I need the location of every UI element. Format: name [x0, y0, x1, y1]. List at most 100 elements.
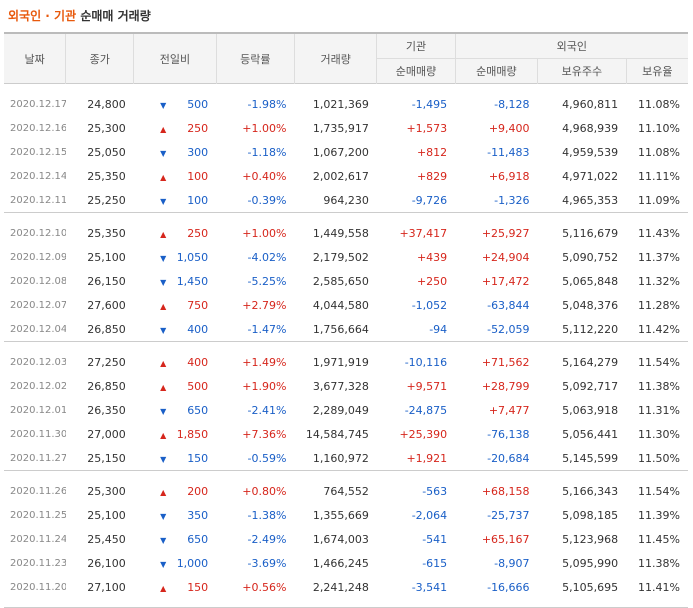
cell-date: 2020.11.24 — [4, 527, 66, 551]
cell-inst-net: +1,921 — [377, 446, 455, 471]
cell-foreign-net: -76,138 — [455, 422, 537, 446]
cell-holdings: 4,965,353 — [538, 188, 627, 213]
cell-holdings: 5,065,848 — [538, 269, 627, 293]
cell-date: 2020.12.14 — [4, 164, 66, 188]
cell-date: 2020.12.08 — [4, 269, 66, 293]
cell-holdings: 5,090,752 — [538, 245, 627, 269]
cell-date: 2020.12.02 — [4, 374, 66, 398]
triangle-down-icon: ▼ — [156, 278, 170, 287]
title-investor: 외국인 · 기관 — [8, 9, 76, 23]
group-spacer — [4, 599, 688, 608]
cell-volume: 964,230 — [294, 188, 376, 213]
change-value: 400 — [170, 323, 208, 336]
cell-date: 2020.12.01 — [4, 398, 66, 422]
header-institution: 기관 — [377, 33, 455, 59]
triangle-down-icon: ▼ — [156, 407, 170, 416]
cell-foreign-net: -11,483 — [455, 140, 537, 164]
change-value: 100 — [170, 194, 208, 207]
cell-ratio: 11.38% — [626, 374, 688, 398]
cell-inst-net: +829 — [377, 164, 455, 188]
cell-inst-net: +812 — [377, 140, 455, 164]
cell-inst-net: -563 — [377, 479, 455, 503]
cell-change: ▼500 — [134, 92, 216, 116]
cell-foreign-net: +65,167 — [455, 527, 537, 551]
cell-holdings: 5,063,918 — [538, 398, 627, 422]
change-value: 750 — [170, 299, 208, 312]
cell-volume: 764,552 — [294, 479, 376, 503]
cell-ratio: 11.11% — [626, 164, 688, 188]
triangle-up-icon: ▲ — [156, 488, 170, 497]
cell-holdings: 5,145,599 — [538, 446, 627, 471]
cell-inst-net: +250 — [377, 269, 455, 293]
triangle-down-icon: ▼ — [156, 101, 170, 110]
cell-holdings: 5,164,279 — [538, 350, 627, 374]
cell-close: 25,450 — [66, 527, 134, 551]
cell-foreign-net: +17,472 — [455, 269, 537, 293]
cell-volume: 2,585,650 — [294, 269, 376, 293]
change-value: 400 — [170, 356, 208, 369]
cell-ratio: 11.54% — [626, 350, 688, 374]
header-foreign-net: 순매매량 — [455, 59, 537, 84]
cell-close: 27,100 — [66, 575, 134, 599]
cell-date: 2020.11.27 — [4, 446, 66, 471]
cell-ratio: 11.45% — [626, 527, 688, 551]
cell-volume: 1,355,669 — [294, 503, 376, 527]
cell-ratio: 11.09% — [626, 188, 688, 213]
triangle-up-icon: ▲ — [156, 359, 170, 368]
cell-close: 25,100 — [66, 503, 134, 527]
cell-volume: 1,674,003 — [294, 527, 376, 551]
cell-close: 26,850 — [66, 374, 134, 398]
triangle-down-icon: ▼ — [156, 560, 170, 569]
cell-change: ▲250 — [134, 116, 216, 140]
title-volume: 순매매 거래량 — [80, 9, 150, 23]
change-value: 250 — [170, 227, 208, 240]
header-rate: 등락률 — [216, 33, 294, 84]
cell-close: 27,600 — [66, 293, 134, 317]
cell-holdings: 5,105,695 — [538, 575, 627, 599]
cell-change: ▼650 — [134, 398, 216, 422]
cell-change: ▲150 — [134, 575, 216, 599]
cell-foreign-net: +25,927 — [455, 221, 537, 245]
cell-holdings: 4,959,539 — [538, 140, 627, 164]
cell-close: 26,100 — [66, 551, 134, 575]
header-holdings: 보유주수 — [538, 59, 627, 84]
cell-ratio: 11.41% — [626, 575, 688, 599]
header-change: 전일비 — [134, 33, 216, 84]
cell-ratio: 11.43% — [626, 221, 688, 245]
cell-change: ▲200 — [134, 479, 216, 503]
cell-inst-net: -10,116 — [377, 350, 455, 374]
cell-volume: 2,179,502 — [294, 245, 376, 269]
triangle-down-icon: ▼ — [156, 512, 170, 521]
cell-foreign-net: +6,918 — [455, 164, 537, 188]
cell-change: ▼650 — [134, 527, 216, 551]
cell-date: 2020.11.23 — [4, 551, 66, 575]
group-spacer — [4, 213, 688, 221]
cell-holdings: 5,112,220 — [538, 317, 627, 342]
cell-rate: +0.56% — [216, 575, 294, 599]
cell-close: 27,000 — [66, 422, 134, 446]
triangle-up-icon: ▲ — [156, 431, 170, 440]
change-value: 650 — [170, 404, 208, 417]
cell-close: 24,800 — [66, 92, 134, 116]
cell-change: ▼150 — [134, 446, 216, 471]
cell-inst-net: +439 — [377, 245, 455, 269]
cell-ratio: 11.37% — [626, 245, 688, 269]
triangle-up-icon: ▲ — [156, 230, 170, 239]
cell-change: ▼400 — [134, 317, 216, 342]
cell-ratio: 11.30% — [626, 422, 688, 446]
cell-date: 2020.12.03 — [4, 350, 66, 374]
cell-foreign-net: +9,400 — [455, 116, 537, 140]
cell-date: 2020.12.17 — [4, 92, 66, 116]
cell-rate: -1.38% — [216, 503, 294, 527]
cell-foreign-net: +7,477 — [455, 398, 537, 422]
cell-foreign-net: +71,562 — [455, 350, 537, 374]
triangle-down-icon: ▼ — [156, 455, 170, 464]
cell-close: 26,150 — [66, 269, 134, 293]
header-inst-net: 순매매량 — [377, 59, 455, 84]
cell-change: ▲400 — [134, 350, 216, 374]
cell-volume: 2,002,617 — [294, 164, 376, 188]
